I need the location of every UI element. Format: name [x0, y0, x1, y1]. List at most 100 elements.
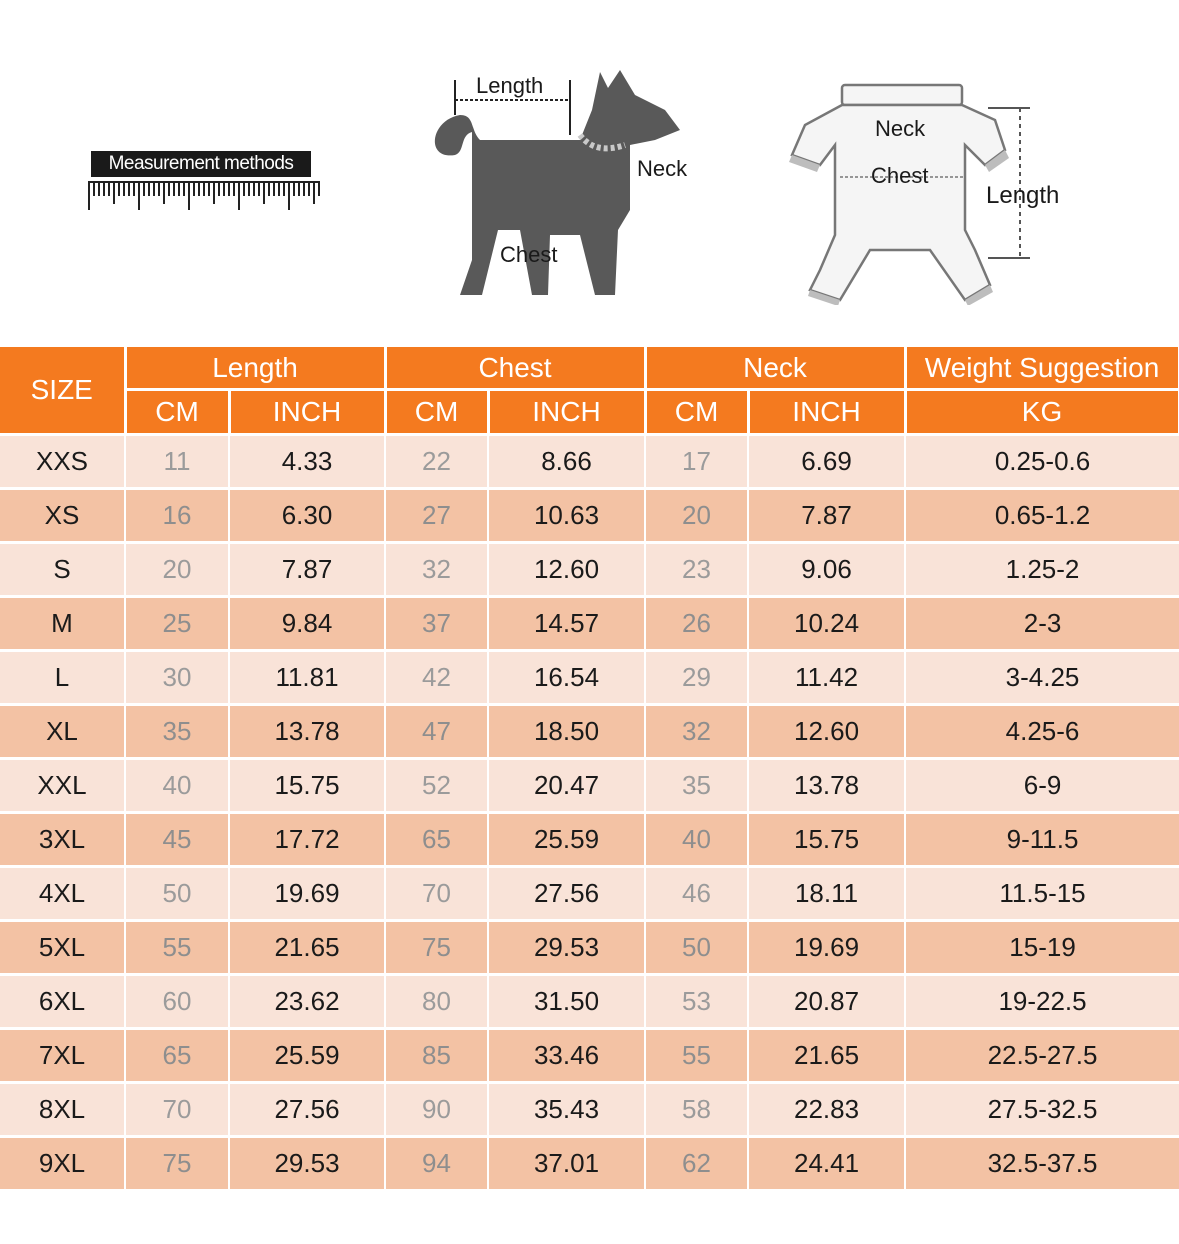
unit-header: KG: [905, 389, 1179, 435]
table-cell: 33.46: [488, 1027, 647, 1083]
size-cell: 7XL: [0, 1027, 126, 1083]
table-cell: 50: [125, 865, 230, 921]
table-cell: 2-3: [905, 595, 1179, 651]
table-cell: 22: [385, 433, 490, 489]
table-cell: 27: [385, 487, 490, 543]
measurement-methods-label: Measurement methods: [91, 151, 311, 177]
table-cell: 22.5-27.5: [905, 1027, 1179, 1083]
table-cell: 6.69: [748, 433, 907, 489]
table-cell: 52: [385, 757, 490, 813]
table-cell: 35.43: [488, 1081, 647, 1137]
table-cell: 60: [125, 973, 230, 1029]
size-cell: XS: [0, 487, 126, 543]
table-cell: 55: [125, 919, 230, 975]
table-cell: 10.24: [748, 595, 907, 651]
table-cell: 42: [385, 649, 490, 705]
table-cell: 27.5-32.5: [905, 1081, 1179, 1137]
table-cell: 40: [125, 757, 230, 813]
table-cell: 6-9: [905, 757, 1179, 813]
table-cell: 12.60: [748, 703, 907, 759]
unit-header: CM: [385, 389, 490, 435]
size-cell: S: [0, 541, 126, 597]
unit-header: INCH: [229, 389, 387, 435]
suit-chest-label: Chest: [871, 163, 929, 188]
table-cell: 0.65-1.2: [905, 487, 1179, 543]
neck-group-header: Neck: [645, 347, 907, 391]
table-cell: 19-22.5: [905, 973, 1179, 1029]
table-row: XS 16 6.30 27 10.63 20 7.87 0.65-1.2: [0, 487, 1179, 543]
size-chart-table: SIZE Length Chest Neck Weight Suggestion…: [0, 347, 1179, 1189]
table-cell: 25.59: [229, 1027, 387, 1083]
table-cell: 27.56: [229, 1081, 387, 1137]
table-cell: 47: [385, 703, 490, 759]
dog-chest-label: Chest: [500, 242, 558, 267]
table-row: XXS 11 4.33 22 8.66 17 6.69 0.25-0.6: [0, 433, 1179, 489]
table-group-header-row: SIZE Length Chest Neck Weight Suggestion: [0, 347, 1179, 436]
table-cell: 10.63: [488, 487, 647, 543]
table-cell: 22.83: [748, 1081, 907, 1137]
table-cell: 20.87: [748, 973, 907, 1029]
table-row: M 25 9.84 37 14.57 26 10.24 2-3: [0, 595, 1179, 651]
table-row: 7XL 65 25.59 85 33.46 55 21.65 22.5-27.5: [0, 1027, 1179, 1083]
table-cell: 46: [645, 865, 750, 921]
table-cell: 29.53: [229, 1135, 387, 1189]
table-cell: 7.87: [748, 487, 907, 543]
table-cell: 26: [645, 595, 750, 651]
table-cell: 11.42: [748, 649, 907, 705]
table-cell: 32.5-37.5: [905, 1135, 1179, 1189]
suit-neck-label: Neck: [875, 116, 926, 141]
dog-silhouette-icon: [434, 70, 680, 295]
unit-header: INCH: [488, 389, 647, 435]
table-cell: 62: [645, 1135, 750, 1189]
unit-header: CM: [645, 389, 750, 435]
table-cell: 11: [125, 433, 230, 489]
table-cell: 1.25-2: [905, 541, 1179, 597]
table-row: 6XL 60 23.62 80 31.50 53 20.87 19-22.5: [0, 973, 1179, 1029]
table-cell: 18.50: [488, 703, 647, 759]
table-cell: 94: [385, 1135, 490, 1189]
table-cell: 6.30: [229, 487, 387, 543]
unit-header: INCH: [748, 389, 907, 435]
table-cell: 37.01: [488, 1135, 647, 1189]
table-cell: 12.60: [488, 541, 647, 597]
table-row: 8XL 70 27.56 90 35.43 58 22.83 27.5-32.5: [0, 1081, 1179, 1137]
table-cell: 11.5-15: [905, 865, 1179, 921]
ruler-icon: [88, 181, 320, 210]
table-row: 3XL 45 17.72 65 25.59 40 15.75 9-11.5: [0, 811, 1179, 867]
table-cell: 13.78: [748, 757, 907, 813]
table-cell: 20: [645, 487, 750, 543]
weight-group-header: Weight Suggestion: [905, 347, 1179, 391]
table-cell: 90: [385, 1081, 490, 1137]
table-cell: 24.41: [748, 1135, 907, 1189]
table-cell: 58: [645, 1081, 750, 1137]
dog-neck-label: Neck: [637, 156, 688, 181]
table-cell: 70: [125, 1081, 230, 1137]
table-cell: 17.72: [229, 811, 387, 867]
table-cell: 20: [125, 541, 230, 597]
table-cell: 25: [125, 595, 230, 651]
size-cell: XXL: [0, 757, 126, 813]
table-cell: 4.25-6: [905, 703, 1179, 759]
size-cell: XXS: [0, 433, 126, 489]
table-row: 4XL 50 19.69 70 27.56 46 18.11 11.5-15: [0, 865, 1179, 921]
unit-header: CM: [125, 389, 231, 435]
table-cell: 13.78: [229, 703, 387, 759]
dog-length-label: Length: [476, 73, 544, 98]
table-cell: 70: [385, 865, 490, 921]
table-cell: 18.11: [748, 865, 907, 921]
table-unit-header-row: CM INCH CM INCH CM INCH KG: [0, 389, 1179, 435]
pet-suit-icon: [789, 83, 1030, 305]
table-cell: 11.81: [229, 649, 387, 705]
table-cell: 7.87: [229, 541, 387, 597]
size-cell: 3XL: [0, 811, 126, 867]
table-row: 9XL 75 29.53 94 37.01 62 24.41 32.5-37.5: [0, 1135, 1179, 1189]
table-cell: 14.57: [488, 595, 647, 651]
size-cell: 9XL: [0, 1135, 126, 1189]
table-cell: 32: [645, 703, 750, 759]
table-cell: 35: [125, 703, 230, 759]
size-cell: 4XL: [0, 865, 126, 921]
table-cell: 75: [385, 919, 490, 975]
table-cell: 85: [385, 1027, 490, 1083]
table-cell: 50: [645, 919, 750, 975]
table-cell: 30: [125, 649, 230, 705]
